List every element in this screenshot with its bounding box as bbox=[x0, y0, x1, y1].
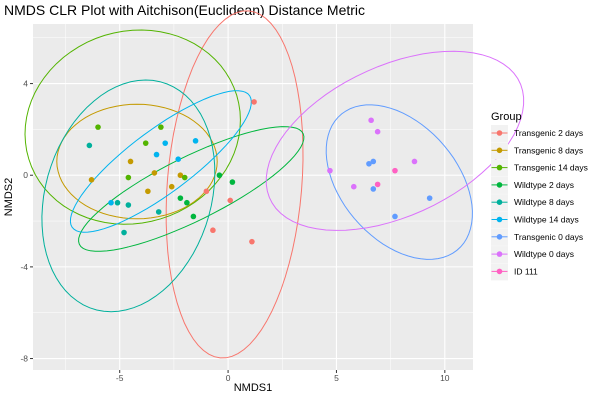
data-point bbox=[251, 99, 257, 105]
legend-label: Transgenic 14 days bbox=[514, 163, 588, 173]
data-point bbox=[153, 151, 160, 158]
data-point bbox=[168, 183, 175, 190]
y-tick-label: -4 bbox=[20, 262, 28, 272]
data-point bbox=[177, 172, 184, 179]
data-point bbox=[327, 167, 333, 174]
data-point bbox=[370, 186, 377, 192]
legend-label: Wildtype 2 days bbox=[514, 180, 574, 190]
confidence-ellipse bbox=[265, 50, 525, 231]
legend-label: Wildtype 8 days bbox=[514, 197, 574, 207]
data-point bbox=[190, 213, 197, 220]
legend-key-point bbox=[496, 164, 503, 171]
data-point bbox=[108, 199, 114, 206]
data-point bbox=[127, 158, 134, 165]
confidence-ellipse bbox=[41, 79, 216, 313]
legend-key-point bbox=[496, 199, 503, 205]
data-point bbox=[125, 202, 132, 208]
legend-key-point bbox=[496, 182, 503, 188]
data-point bbox=[142, 140, 149, 146]
legend-label: ID 111 bbox=[514, 266, 538, 276]
plot-panel bbox=[33, 24, 473, 370]
data-point bbox=[203, 188, 210, 195]
data-point bbox=[227, 197, 234, 204]
legend-label: Transgenic 8 days bbox=[514, 145, 583, 155]
y-axis-title: NMDS2 bbox=[3, 178, 15, 217]
confidence-ellipse bbox=[325, 104, 473, 260]
data-point bbox=[88, 177, 95, 183]
x-axis-title: NMDS1 bbox=[234, 382, 273, 394]
legend-key-point bbox=[496, 268, 503, 275]
data-point bbox=[177, 195, 184, 201]
data-point bbox=[392, 167, 398, 174]
confidence-ellipse bbox=[165, 10, 304, 359]
data-point bbox=[210, 227, 216, 234]
confidence-ellipse bbox=[69, 90, 252, 233]
legend-label: Wildtype 14 days bbox=[514, 215, 579, 225]
data-point bbox=[181, 174, 188, 181]
data-point bbox=[151, 170, 158, 176]
data-point bbox=[86, 142, 93, 149]
confidence-ellipse bbox=[24, 29, 241, 225]
data-point bbox=[229, 179, 236, 185]
ellipses bbox=[24, 10, 525, 359]
x-tick-label: 5 bbox=[334, 373, 339, 383]
data-point bbox=[350, 183, 357, 190]
legend-label: Transgenic 2 days bbox=[514, 128, 583, 138]
legend-title: Group bbox=[491, 111, 522, 123]
data-point bbox=[121, 229, 127, 236]
legend: Group Transgenic 2 days Transgenic 8 days… bbox=[491, 111, 588, 281]
confidence-ellipse bbox=[78, 126, 305, 252]
data-point bbox=[426, 195, 433, 201]
data-point bbox=[114, 199, 121, 206]
legend-key-point bbox=[496, 130, 503, 136]
legend-key-point bbox=[496, 251, 503, 257]
x-tick-label: 10 bbox=[440, 373, 450, 383]
legend-label: Wildtype 0 days bbox=[514, 249, 574, 259]
confidence-ellipse bbox=[56, 103, 218, 220]
data-point bbox=[155, 209, 162, 215]
data-point bbox=[368, 117, 374, 124]
data-point bbox=[216, 172, 223, 179]
legend-key-point bbox=[496, 234, 503, 240]
data-point bbox=[366, 160, 372, 167]
x-tick-label: -5 bbox=[116, 373, 124, 383]
y-tick-label: -8 bbox=[20, 354, 28, 364]
y-tick-label: 4 bbox=[23, 79, 28, 89]
data-point bbox=[95, 124, 101, 130]
data-point bbox=[249, 238, 255, 245]
data-point bbox=[145, 188, 151, 195]
data-point bbox=[392, 213, 398, 220]
y-tick-label: 0 bbox=[23, 170, 28, 180]
chart-title: NMDS CLR Plot with Aitchison(Euclidean) … bbox=[4, 2, 365, 18]
legend-key-point bbox=[496, 147, 503, 154]
data-point bbox=[125, 174, 132, 181]
data-point bbox=[162, 140, 169, 146]
data-point bbox=[374, 181, 381, 188]
grid-lines bbox=[33, 24, 473, 370]
data-points bbox=[86, 99, 433, 245]
data-point bbox=[370, 158, 377, 165]
legend-key-point bbox=[496, 216, 503, 223]
data-point bbox=[184, 199, 190, 206]
data-point bbox=[175, 156, 182, 162]
legend-label: Transgenic 0 days bbox=[514, 232, 583, 242]
data-point bbox=[192, 138, 199, 144]
data-point bbox=[411, 158, 418, 165]
axis-ticks: -5 0 5 10 -8 -4 0 4 bbox=[20, 79, 449, 383]
x-tick-label: 0 bbox=[226, 373, 231, 383]
data-point bbox=[374, 128, 381, 135]
data-point bbox=[158, 124, 164, 130]
